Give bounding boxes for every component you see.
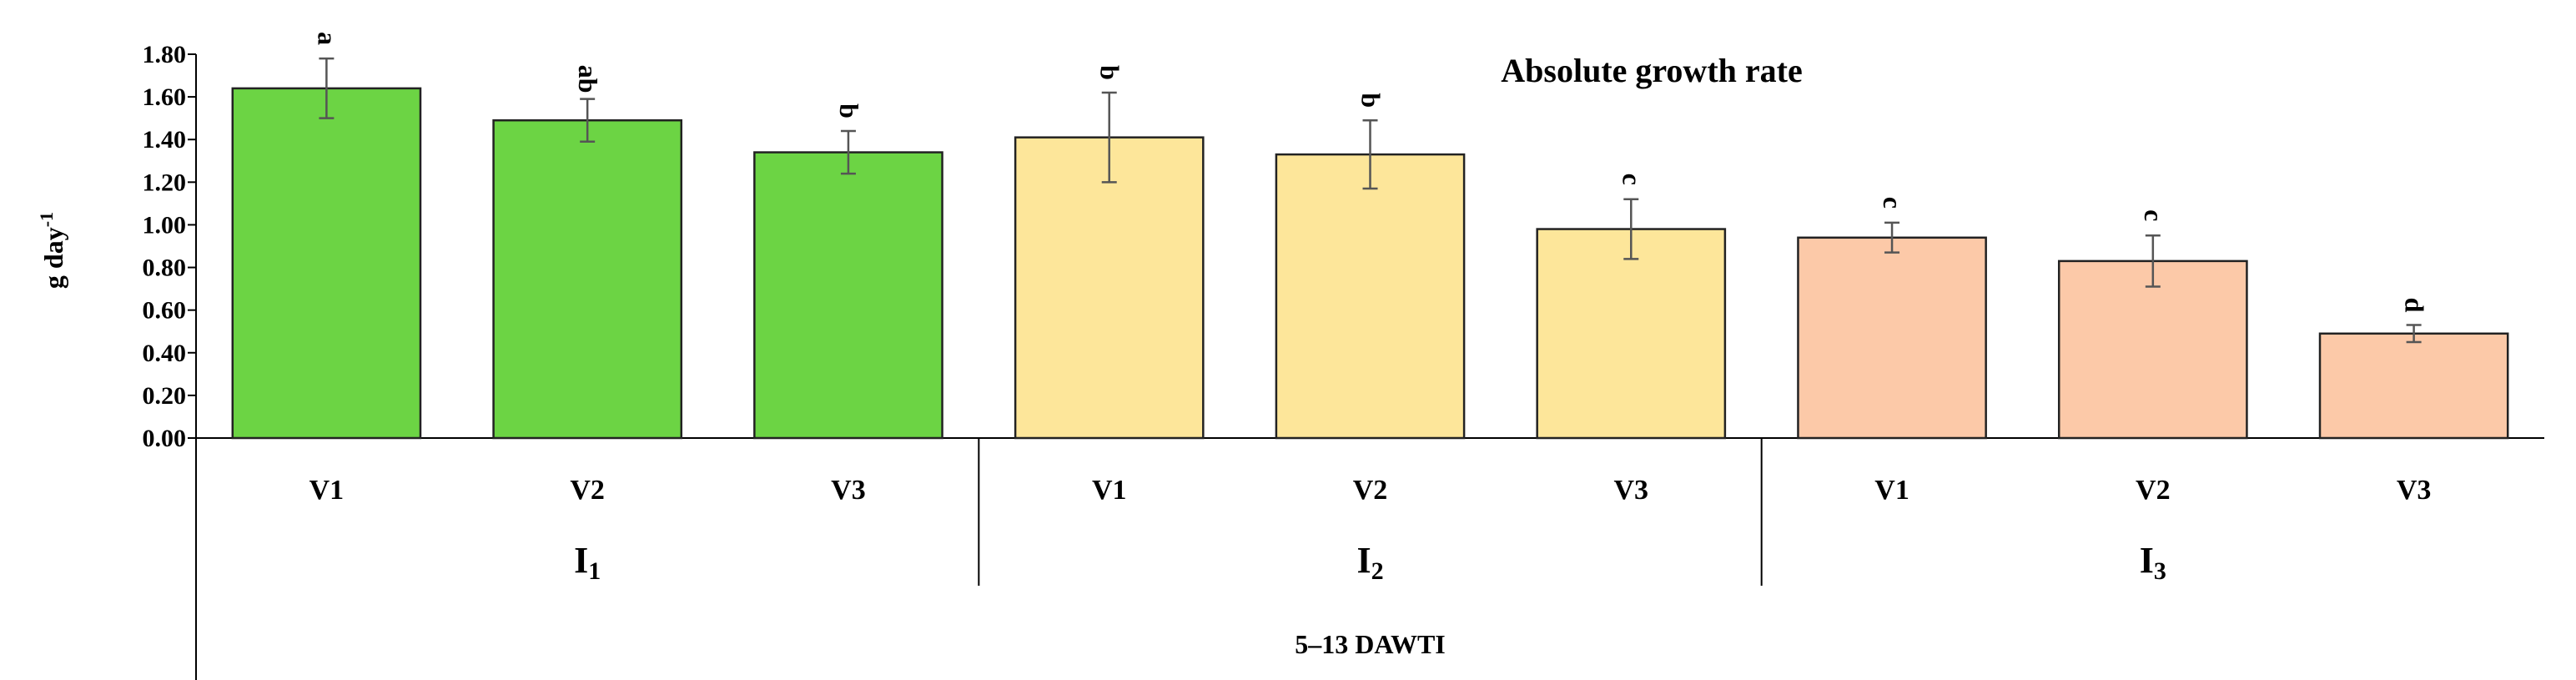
y-tick-label: 1.80 <box>143 41 187 68</box>
significance-letter: b <box>1095 65 1125 80</box>
group-label: I1 <box>574 540 601 585</box>
y-tick-label: 0.80 <box>143 254 187 282</box>
bar <box>2057 259 2248 440</box>
significance-letters: a ab b b b c c c d <box>312 32 2429 313</box>
category-label: V2 <box>1353 475 1388 506</box>
bar <box>1014 136 1205 440</box>
significance-letter: d <box>2400 298 2430 313</box>
category-label: V2 <box>2136 475 2171 506</box>
category-label: V1 <box>1092 475 1127 506</box>
category-label: V2 <box>570 475 605 506</box>
bar <box>1536 228 1727 440</box>
group-label-subscript: 1 <box>588 557 601 585</box>
y-tick-label: 1.00 <box>143 211 187 239</box>
significance-letter: c <box>1617 174 1647 185</box>
y-axis-label-superscript: -1 <box>36 212 57 227</box>
y-tick-label: 0.00 <box>143 425 187 452</box>
chart-title: Absolute growth rate <box>1501 52 1802 89</box>
significance-letter: b <box>834 103 864 118</box>
group-label-subscript: 2 <box>1371 557 1384 585</box>
bar <box>2318 332 2509 440</box>
bar <box>492 118 683 440</box>
bar <box>231 87 422 440</box>
significance-letter: a <box>312 32 342 45</box>
significance-letter: b <box>1356 93 1386 108</box>
y-tick-label: 1.60 <box>143 83 187 111</box>
group-label-main: I <box>2140 540 2154 581</box>
y-tick-label: 1.20 <box>143 169 187 196</box>
significance-letter: c <box>1878 197 1908 209</box>
significance-letter: c <box>2139 209 2169 221</box>
bar <box>1797 236 1987 440</box>
group-label: I2 <box>1356 540 1383 585</box>
bar <box>753 151 943 440</box>
category-label: V3 <box>831 475 866 506</box>
group-label-main: I <box>574 540 588 581</box>
category-label: V3 <box>2397 475 2432 506</box>
y-tick-label: 0.40 <box>143 340 187 367</box>
significance-letter: ab <box>573 65 603 93</box>
category-label: V3 <box>1613 475 1648 506</box>
group-label-main: I <box>1356 540 1371 581</box>
y-tick-label: 1.40 <box>143 126 187 154</box>
category-label: V1 <box>309 475 345 506</box>
y-axis-label: g day-1 <box>36 212 68 289</box>
y-tick-label: 0.60 <box>143 297 187 325</box>
outer-axis-label: 5–13 DAWTI <box>1295 629 1445 659</box>
y-axis-label-text: g day <box>38 227 68 289</box>
bars <box>231 87 2509 440</box>
group-label-subscript: 3 <box>2154 557 2166 585</box>
group-label: I3 <box>2140 540 2166 585</box>
error-bars <box>319 57 2422 344</box>
category-label: V1 <box>1874 475 1909 506</box>
bar <box>1275 153 1466 440</box>
y-tick-label: 0.20 <box>143 382 187 410</box>
